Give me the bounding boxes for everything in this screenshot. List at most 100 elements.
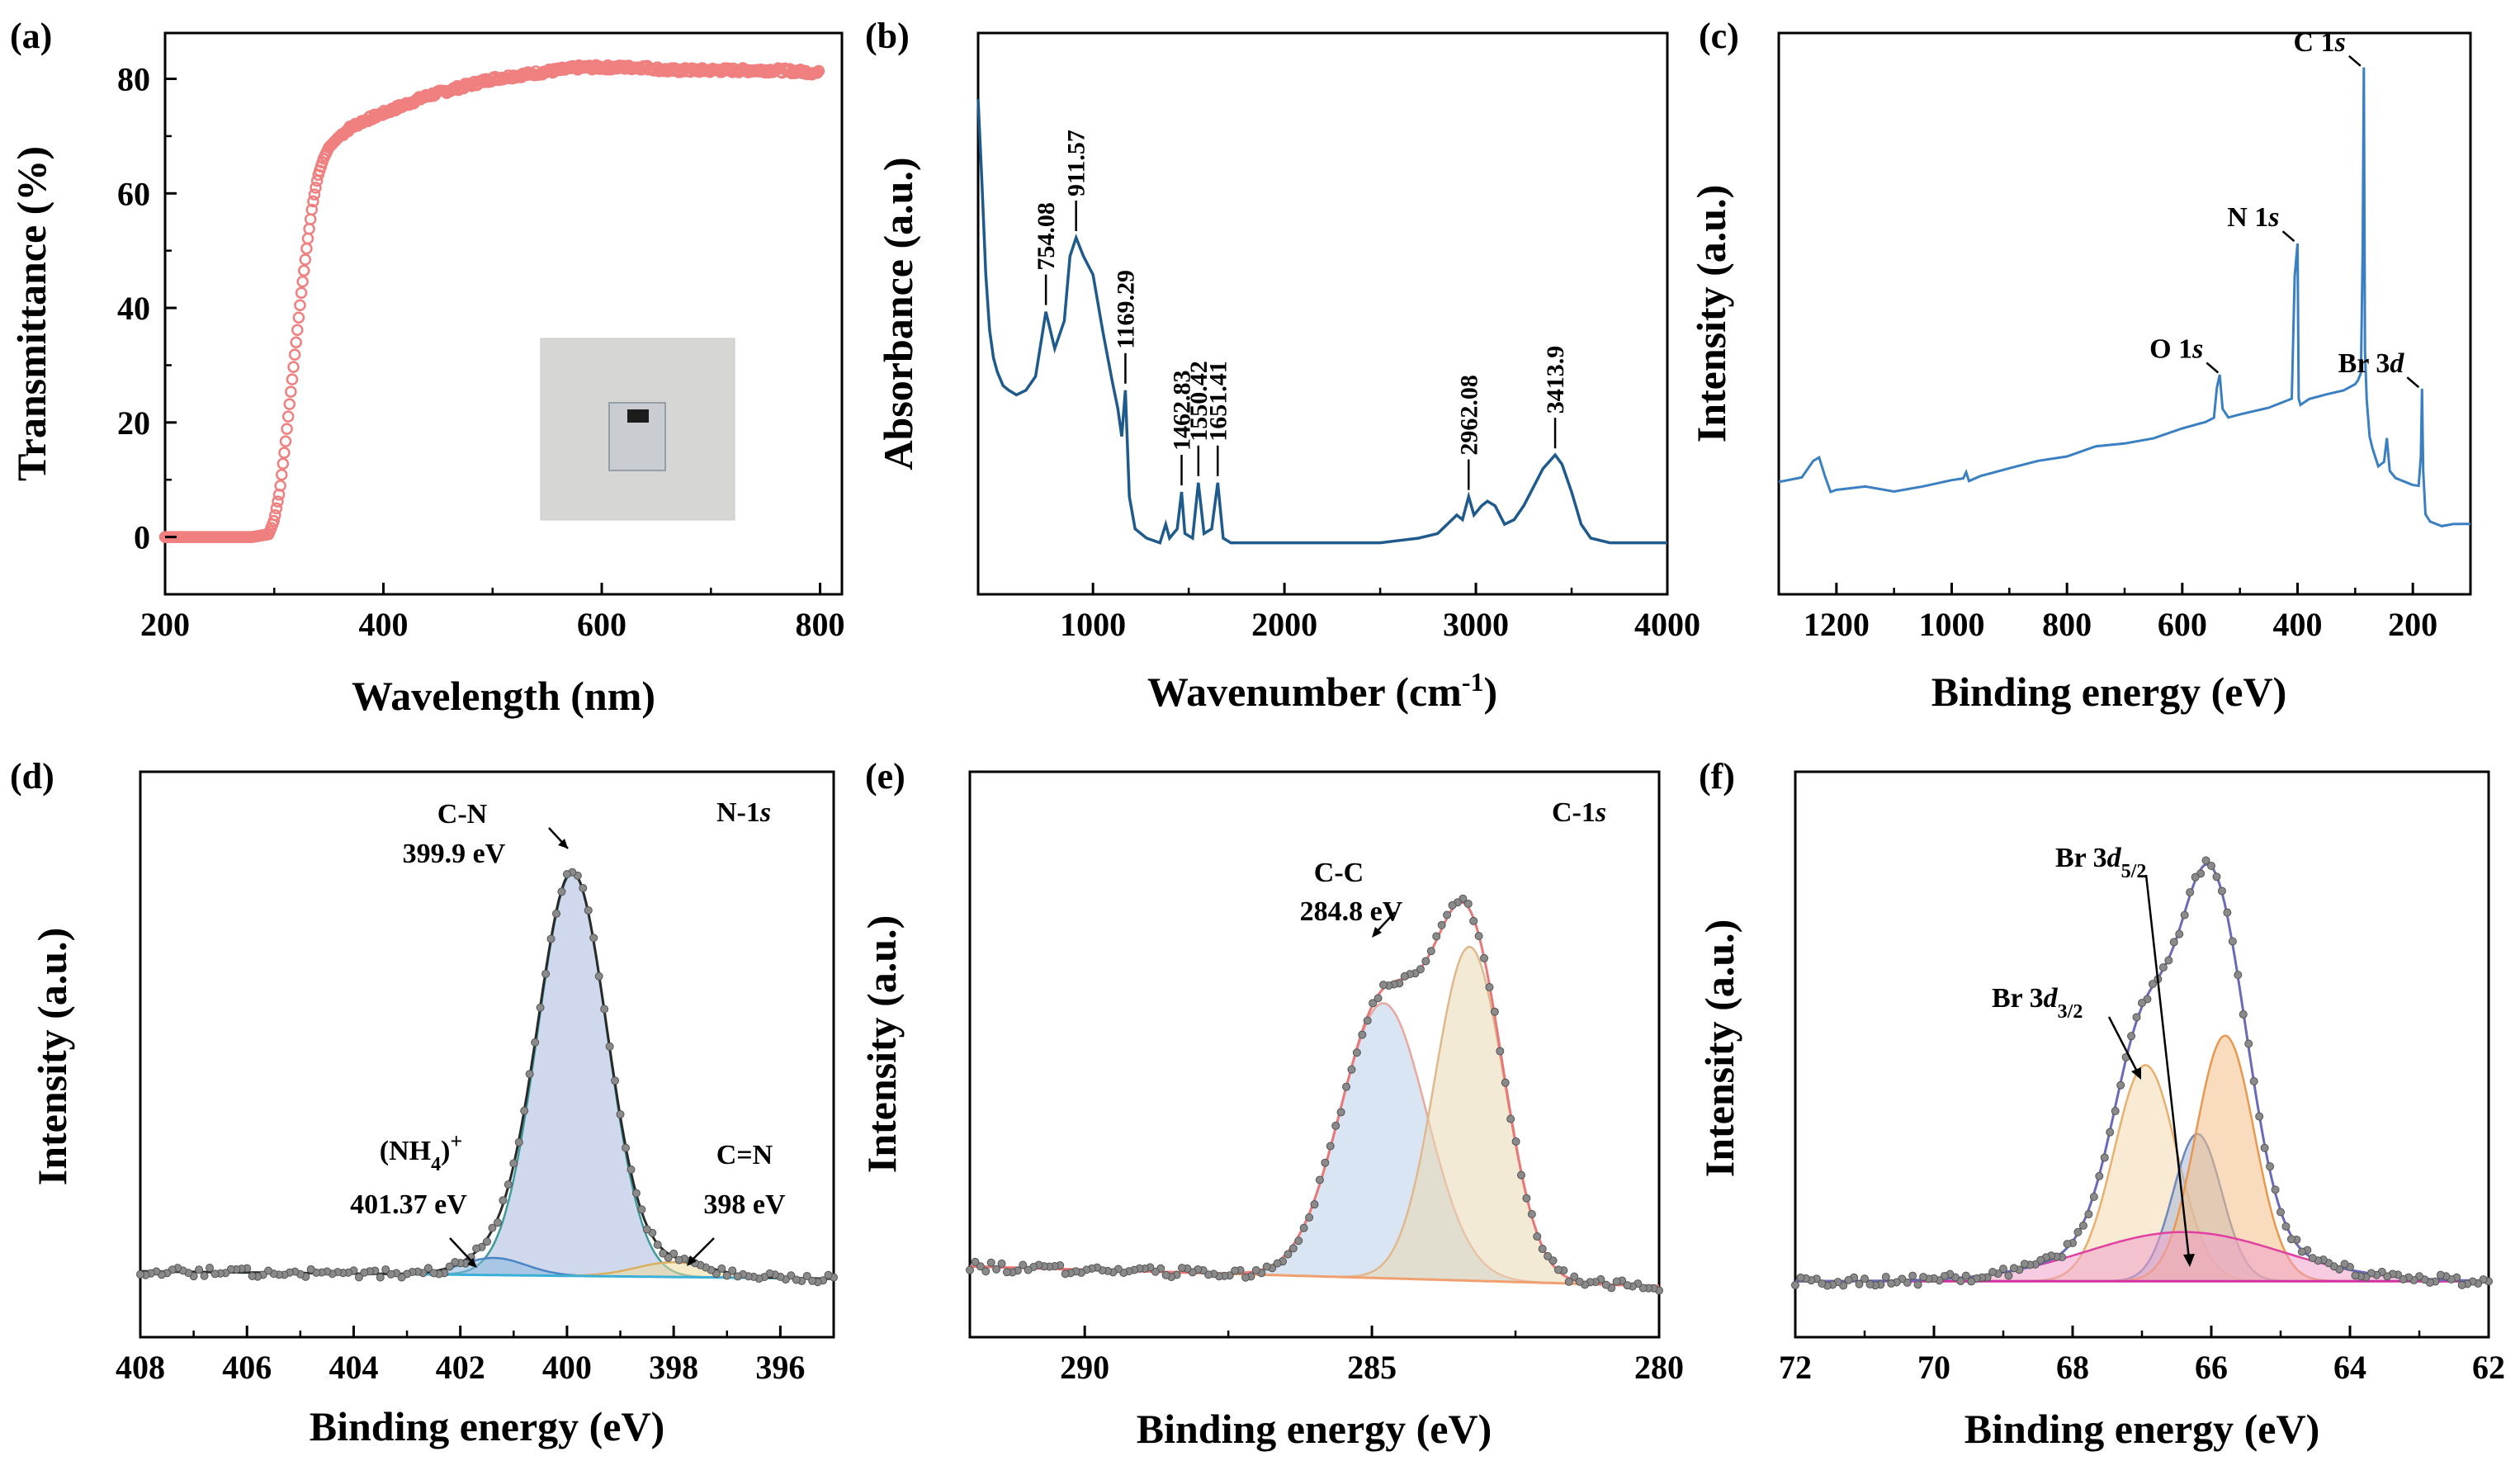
data-point xyxy=(2260,1143,2269,1152)
data-point xyxy=(2383,1272,2392,1281)
data-marks-b xyxy=(976,98,1667,545)
peak-label: 754.08 xyxy=(1033,202,1060,271)
data-point xyxy=(986,1258,995,1267)
data-point xyxy=(1342,1082,1351,1091)
data-point xyxy=(659,1249,668,1258)
data-point xyxy=(1638,1284,1648,1293)
data-point xyxy=(1967,1277,1976,1286)
y-tick-label: 20 xyxy=(117,404,150,442)
data-point xyxy=(631,1189,641,1198)
data-point xyxy=(1940,1271,1949,1280)
annotation-br-3d32-arrowhead xyxy=(2131,1067,2141,1080)
panel-title-e: C-1s xyxy=(1552,797,1606,828)
data-point xyxy=(992,1265,1001,1274)
data-point xyxy=(589,934,598,943)
annotation-c-c: C-C 284.8 eV xyxy=(1300,858,1403,938)
x-tick-label: 285 xyxy=(1347,1349,1397,1386)
data-point xyxy=(445,1262,454,1271)
data-point xyxy=(1443,910,1452,920)
peak-label: 1550.42 xyxy=(1185,361,1213,442)
data-point xyxy=(2020,1260,2029,1269)
data-point xyxy=(2351,1271,2360,1280)
data-point xyxy=(1315,1175,1324,1184)
data-point xyxy=(1517,1170,1525,1180)
annotation-c-n-arrowhead xyxy=(558,839,568,849)
annotation-br-3d52-arrow xyxy=(2144,874,2191,1260)
data-point xyxy=(1612,1277,1621,1286)
data-point xyxy=(1919,1273,1928,1282)
data-point xyxy=(626,1165,636,1174)
data-point xyxy=(594,972,603,981)
data-point xyxy=(1865,1280,1875,1289)
x-tick-label: 68 xyxy=(2056,1349,2089,1386)
data-point xyxy=(1358,1030,1367,1039)
data-point xyxy=(2340,1260,2349,1269)
panel-label-a: (a) xyxy=(10,16,52,56)
data-marks-a xyxy=(158,59,825,543)
panel-label-d: (d) xyxy=(10,756,54,797)
data-point xyxy=(1373,994,1383,1003)
x-tick-label: 800 xyxy=(796,606,845,643)
data-point xyxy=(2217,886,2226,896)
data-point xyxy=(292,311,305,324)
peak-label: 1651.41 xyxy=(1204,361,1232,442)
data-point xyxy=(1533,1232,1542,1241)
y-axis-title-c: Intensity (a.u.) xyxy=(1688,185,1734,443)
component-fill xyxy=(1795,1232,2489,1282)
data-point xyxy=(2249,1077,2258,1086)
data-point xyxy=(1485,983,1494,992)
data-point xyxy=(1421,957,1430,966)
data-point xyxy=(1299,1223,1308,1232)
annotation-nh4: (NH4)+ 401.37 eV xyxy=(350,1129,477,1268)
data-marks-c xyxy=(1778,67,2470,527)
data-point xyxy=(2127,1032,2136,1041)
data-point xyxy=(2158,963,2168,972)
data-point xyxy=(288,348,301,361)
data-point xyxy=(281,423,293,435)
data-point xyxy=(1522,1194,1531,1203)
data-point xyxy=(301,232,314,245)
data-point xyxy=(1347,1065,1356,1074)
data-point xyxy=(622,1143,630,1152)
data-point xyxy=(2164,956,2173,965)
peak-label: 911.57 xyxy=(1063,130,1090,196)
annotation-br-3d52-label: Br 3d5/2 xyxy=(2055,843,2146,882)
annotation-nh4-label: (NH4)+ xyxy=(380,1129,462,1176)
data-point xyxy=(360,1268,369,1277)
peak-labels-c: O 1s N 1s C 1s Br 3d xyxy=(2149,27,2420,389)
data-point xyxy=(1241,1273,1250,1282)
panel-f: (f) 72 70 68 66 64 62 Br 3d5/2 Br 3d3/2 Bindi… xyxy=(1696,756,2505,1452)
data-point xyxy=(483,1237,491,1246)
data-point xyxy=(1480,953,1489,962)
x-tick-label: 1000 xyxy=(1060,606,1126,643)
data-point xyxy=(300,242,313,255)
x-ticks-b: 1000 2000 3000 4000 xyxy=(1060,583,1700,643)
data-point xyxy=(1352,1048,1361,1057)
data-point xyxy=(2234,971,2243,980)
data-point xyxy=(802,1272,811,1281)
data-point xyxy=(2191,872,2200,882)
data-point xyxy=(195,1265,204,1274)
data-point xyxy=(2255,1112,2264,1121)
data-point xyxy=(2436,1270,2445,1279)
annotation-c-n-label: C-N xyxy=(437,799,488,830)
data-point xyxy=(616,1110,625,1119)
x-tick-label: 800 xyxy=(2042,606,2092,643)
panel-title-d: N-1s xyxy=(716,797,771,828)
x-tick-label: 70 xyxy=(1917,1349,1950,1386)
x-tick-label: 400 xyxy=(542,1349,592,1386)
data-point xyxy=(286,373,299,385)
data-point xyxy=(552,909,560,918)
x-tick-label: 408 xyxy=(116,1349,165,1386)
annotation-c-c-arrowhead xyxy=(1372,927,1382,938)
plot-frame-e xyxy=(968,770,1661,1339)
data-point xyxy=(584,905,593,915)
data-point xyxy=(2089,1192,2098,1201)
data-point xyxy=(981,1267,991,1276)
data-point xyxy=(472,1244,481,1253)
data-point xyxy=(2073,1227,2083,1236)
data-point xyxy=(281,410,295,423)
data-point xyxy=(1151,1267,1160,1276)
x-axis-title-e: Binding energy (eV) xyxy=(1137,1406,1492,1452)
